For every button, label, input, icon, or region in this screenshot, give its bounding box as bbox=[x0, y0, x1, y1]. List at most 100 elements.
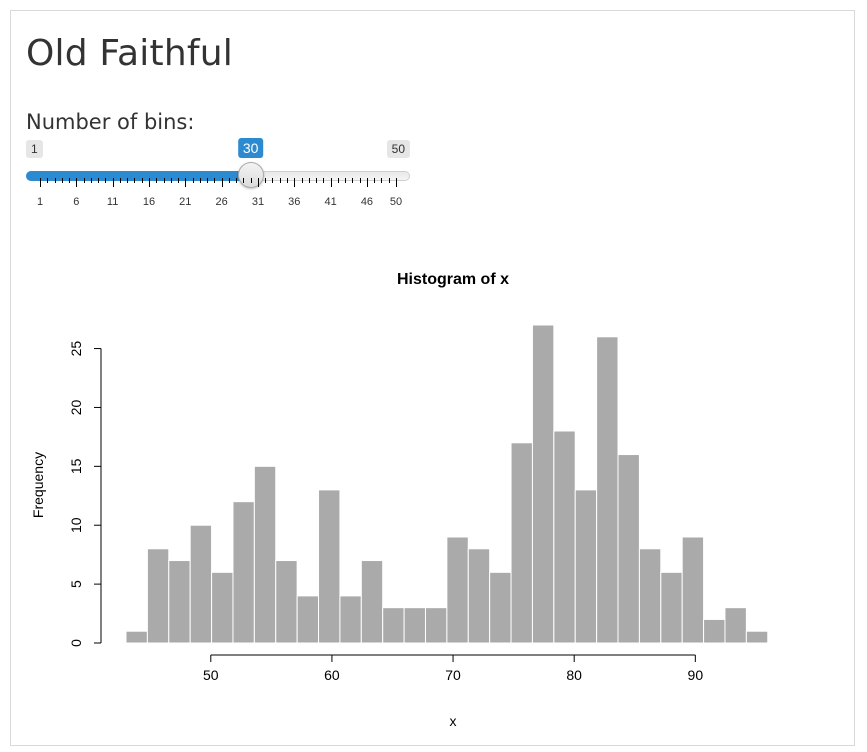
histogram-bar bbox=[531, 324, 555, 644]
y-tick-label: 0 bbox=[68, 639, 84, 647]
bins-input-label: Number of bins: bbox=[26, 110, 195, 134]
histogram-bar bbox=[446, 536, 469, 644]
slider-minor-tick bbox=[83, 178, 85, 183]
slider-minor-tick bbox=[352, 178, 354, 183]
slider-minor-tick bbox=[192, 178, 194, 183]
chart-title: Histogram of x bbox=[397, 271, 509, 288]
slider-minor-tick bbox=[170, 178, 172, 183]
slider-minor-tick bbox=[228, 178, 230, 183]
histogram-bar bbox=[339, 595, 362, 644]
histogram-bar bbox=[424, 607, 448, 644]
histogram-bar bbox=[703, 618, 726, 644]
slider-major-tick bbox=[257, 178, 259, 187]
histogram-bar bbox=[681, 536, 705, 644]
x-tick-label: 80 bbox=[566, 667, 582, 683]
histogram-bar bbox=[189, 524, 213, 644]
slider-minor-tick bbox=[316, 178, 318, 183]
histogram-bar bbox=[253, 465, 277, 644]
slider-minor-tick bbox=[119, 178, 121, 183]
slider-tick-label: 46 bbox=[360, 196, 374, 208]
y-tick-label: 10 bbox=[68, 517, 84, 533]
slider-minor-tick bbox=[199, 178, 201, 183]
x-axis: 50 60 70 80 90 bbox=[203, 654, 704, 683]
histogram-bar bbox=[660, 571, 683, 644]
slider-tick-label: 50 bbox=[389, 196, 403, 208]
slider-tick-label: 16 bbox=[142, 196, 156, 208]
y-axis-label: Frequency bbox=[30, 452, 46, 518]
histogram-bar bbox=[596, 336, 619, 644]
histogram-bar bbox=[318, 489, 341, 644]
slider-minor-tick bbox=[207, 178, 209, 183]
y-tick-label: 25 bbox=[68, 341, 84, 357]
histogram-bar bbox=[638, 548, 662, 644]
slider-minor-tick bbox=[134, 178, 136, 183]
slider-minor-tick bbox=[265, 178, 267, 183]
slider-tick-label: 21 bbox=[179, 196, 192, 208]
histogram-bar bbox=[574, 489, 598, 644]
histogram-bar bbox=[125, 630, 148, 644]
slider-minor-tick bbox=[301, 178, 303, 183]
slider-major-tick bbox=[112, 178, 114, 187]
slider-tick-label: 36 bbox=[288, 196, 301, 208]
histogram-bar bbox=[745, 630, 769, 644]
slider-minor-tick bbox=[308, 178, 310, 183]
x-tick-label: 50 bbox=[203, 667, 219, 683]
slider-minor-tick bbox=[337, 178, 339, 183]
y-tick-label: 20 bbox=[68, 399, 84, 415]
slider-tick-label: 26 bbox=[215, 196, 228, 208]
slider-minor-tick bbox=[381, 178, 383, 183]
slider-minor-tick bbox=[54, 178, 56, 183]
x-axis-label: x bbox=[450, 713, 457, 729]
slider-minor-tick bbox=[90, 178, 92, 183]
histogram-bar bbox=[168, 560, 191, 644]
histogram-bar bbox=[232, 501, 255, 644]
histogram-bar bbox=[724, 607, 747, 644]
slider-minor-tick bbox=[345, 178, 347, 183]
slider-tick-label: 41 bbox=[324, 196, 337, 208]
y-axis: 0 5 10 15 20 25 bbox=[68, 341, 102, 647]
histogram-chart: Histogram of x 50 60 70 80 90 0 5 10 15 20 25 x F… bbox=[30, 271, 769, 729]
slider-minor-tick bbox=[127, 178, 129, 183]
slider-minor-tick bbox=[323, 178, 325, 183]
page-title: Old Faithful bbox=[26, 33, 233, 74]
slider-minor-tick bbox=[388, 178, 390, 183]
slider-min-label: 1 bbox=[26, 140, 43, 158]
histogram-bar bbox=[211, 571, 234, 644]
y-tick-label: 5 bbox=[68, 580, 84, 588]
histogram-bar bbox=[146, 548, 170, 644]
histogram-bar bbox=[275, 560, 298, 644]
histogram-bar bbox=[296, 595, 320, 644]
slider-fill-bar bbox=[26, 171, 251, 181]
histogram-bars bbox=[125, 324, 769, 644]
slider-minor-tick bbox=[359, 178, 361, 183]
y-tick-label: 15 bbox=[68, 458, 84, 474]
bins-slider[interactable]: 1 50 30 1 6 11 16 21 26 31 36 41 46 50 bbox=[26, 138, 410, 210]
slider-minor-tick bbox=[287, 178, 289, 183]
slider-tick-label: 11 bbox=[106, 196, 119, 208]
slider-minor-tick bbox=[272, 178, 274, 183]
slider-minor-tick bbox=[236, 178, 238, 183]
x-tick-label: 90 bbox=[688, 667, 704, 683]
histogram-bar bbox=[467, 548, 491, 644]
slider-grid: 1 6 11 16 21 26 31 36 41 46 50 bbox=[26, 178, 410, 208]
histogram-bar bbox=[382, 607, 405, 644]
slider-major-tick bbox=[40, 178, 41, 187]
slider-value-label: 30 bbox=[237, 138, 264, 158]
slider-handle[interactable] bbox=[237, 162, 264, 188]
slider-tick-label: 31 bbox=[251, 196, 265, 208]
histogram-bar bbox=[403, 607, 426, 644]
slider-minor-tick bbox=[156, 178, 158, 183]
slider-minor-tick bbox=[163, 178, 165, 183]
slider-minor-tick bbox=[61, 178, 63, 183]
slider-minor-tick bbox=[250, 178, 252, 183]
slider-minor-tick bbox=[214, 178, 216, 183]
slider-major-tick bbox=[76, 178, 78, 187]
x-tick-label: 60 bbox=[324, 667, 340, 683]
slider-minor-tick bbox=[243, 178, 245, 183]
slider-minor-tick bbox=[69, 178, 71, 183]
histogram-bar bbox=[617, 454, 640, 644]
slider-major-tick bbox=[221, 178, 223, 187]
histogram-bar bbox=[510, 442, 533, 644]
slider-tick-label: 6 bbox=[73, 196, 80, 208]
slider-major-tick bbox=[185, 178, 187, 187]
